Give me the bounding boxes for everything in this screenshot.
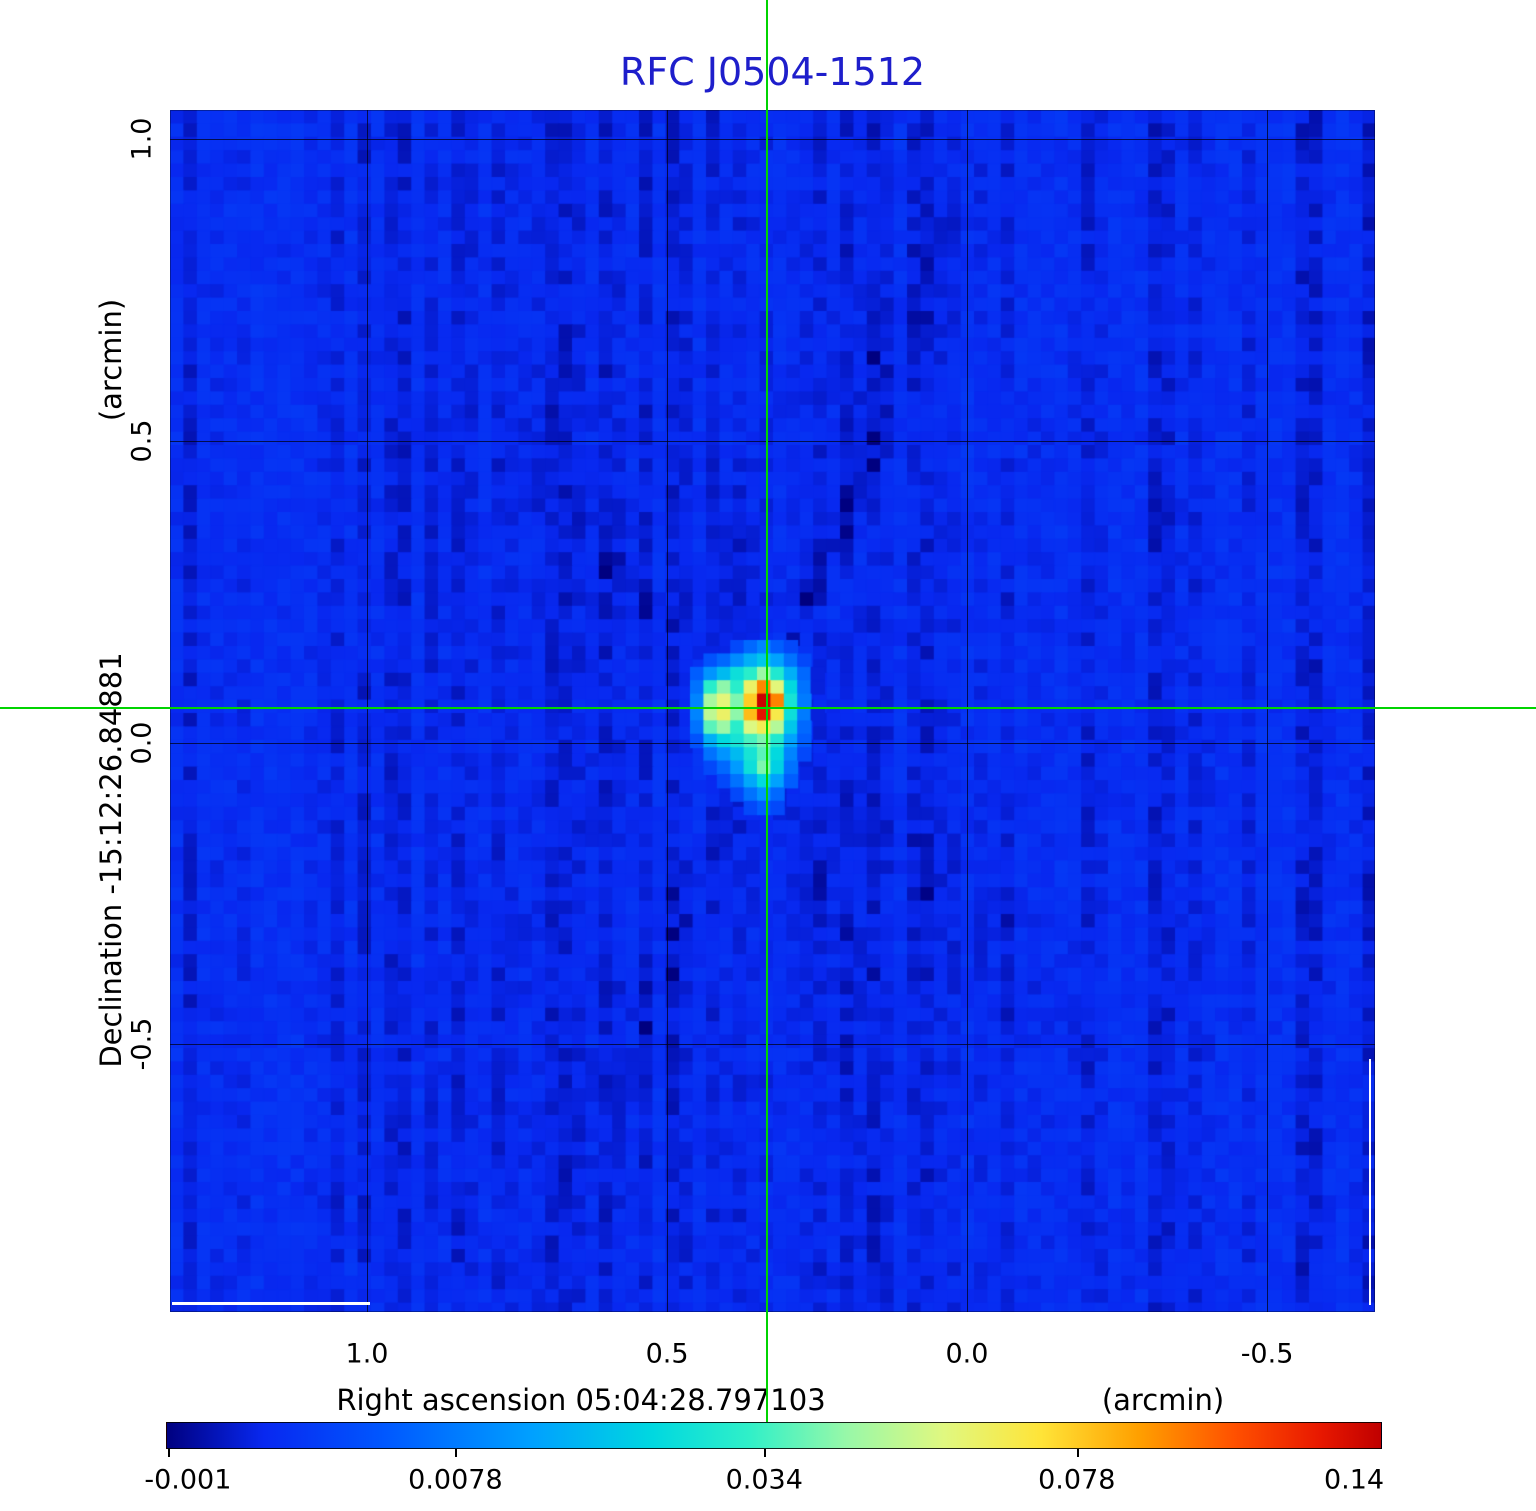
y-tick-label: 1.0 (126, 117, 158, 161)
x-tick-label: 1.0 (345, 1338, 389, 1370)
sky-map-canvas (170, 110, 1375, 1312)
figure-title: RFC J0504-1512 (619, 50, 926, 94)
x-tick-label: 0.0 (945, 1338, 989, 1370)
grid-line-horizontal (170, 441, 1375, 443)
x-axis-unit-label: (arcmin) (1101, 1383, 1225, 1417)
grid-line-horizontal (170, 742, 1375, 744)
colorbar-label: 0.034 (725, 1464, 803, 1496)
grid-line-vertical (367, 110, 369, 1312)
y-axis-label: Declination -15:12:26.84881 (94, 652, 128, 1068)
y-axis-unit-label: (arcmin) (94, 298, 128, 422)
grid-overlay (170, 110, 1375, 1312)
plot-area (170, 110, 1375, 1312)
colorbar (166, 1422, 1382, 1449)
colorbar-label: -0.001 (144, 1464, 232, 1496)
x-tick-label: 0.5 (645, 1338, 689, 1370)
colorbar-tick (1076, 1449, 1079, 1457)
y-tick-label: 0.0 (126, 721, 158, 765)
x-axis-label: Right ascension 05:04:28.797103 (336, 1383, 826, 1417)
y-tick-label: 0.5 (126, 419, 158, 463)
colorbar-tick (764, 1449, 767, 1457)
grid-line-vertical (966, 110, 968, 1312)
colorbar-label: 0.14 (1323, 1464, 1385, 1496)
grid-line-horizontal (170, 138, 1375, 140)
grid-line-vertical (667, 110, 669, 1312)
scale-bar (172, 1302, 370, 1305)
y-tick-label: -0.5 (126, 1017, 158, 1071)
colorbar-tick (168, 1449, 171, 1457)
colorbar-label: 0.078 (1038, 1464, 1116, 1496)
colorbar-label: 0.0078 (408, 1464, 503, 1496)
right-edge-white-line (1369, 1059, 1371, 1305)
grid-line-vertical (1267, 110, 1269, 1312)
grid-line-horizontal (170, 1043, 1375, 1045)
colorbar-tick (455, 1449, 458, 1457)
x-tick-label: -0.5 (1240, 1338, 1294, 1370)
